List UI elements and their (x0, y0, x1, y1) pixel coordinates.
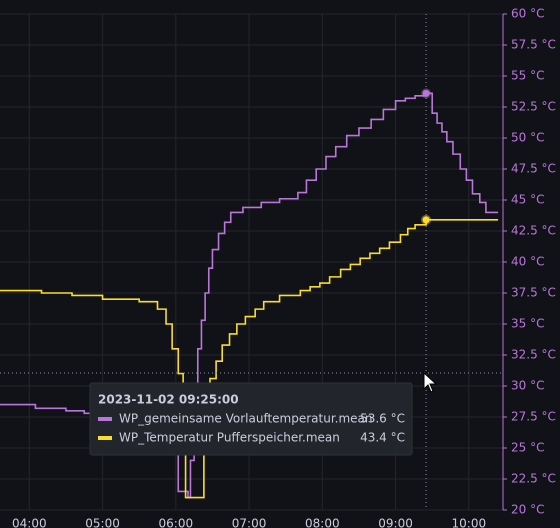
tooltip-title: 2023-11-02 09:25:00 (98, 393, 239, 407)
y-tick-label: 60 °C (511, 7, 544, 21)
y-tick-label: 47.5 °C (511, 162, 556, 176)
series-line (0, 92, 499, 499)
y-tick-label: 25 °C (511, 441, 544, 455)
y-tick-label: 42.5 °C (511, 224, 556, 238)
y-tick-label: 22.5 °C (511, 472, 556, 486)
x-tick-label: 09:00 (378, 517, 413, 528)
legend-name: WP_gemeinsame Vorlauftemperatur.mean (119, 412, 373, 426)
y-tick-label: 30 °C (511, 379, 544, 393)
series-line (0, 219, 499, 499)
x-tick-label: 04:00 (12, 517, 47, 528)
x-tick-label: 10:00 (452, 517, 487, 528)
tooltip: 2023-11-02 09:25:00 WP_gemeinsame Vorlau… (89, 382, 413, 456)
tooltip-box (89, 382, 413, 456)
y-tick-label: 27.5 °C (511, 410, 556, 424)
hover-point (421, 88, 432, 99)
legend-name: WP_Temperatur Pufferspeicher.mean (119, 431, 340, 445)
y-tick-label: 55 °C (511, 69, 544, 83)
y-tick-label: 32.5 °C (511, 348, 556, 362)
legend-swatch (98, 436, 112, 440)
x-tick-label: 06:00 (159, 517, 194, 528)
cursor (423, 371, 438, 393)
y-tick-label: 20 °C (511, 503, 544, 517)
y-tick-label: 57.5 °C (511, 38, 556, 52)
y-tick-label: 37.5 °C (511, 286, 556, 300)
tooltip-value: 53.6 °C (360, 412, 405, 426)
x-tick-label: 05:00 (85, 517, 120, 528)
y-tick-label: 50 °C (511, 131, 544, 145)
tooltip-value: 43.4 °C (360, 431, 405, 445)
y-tick-label: 35 °C (511, 317, 544, 331)
y-tick-label: 40 °C (511, 255, 544, 269)
x-tick-label: 08:00 (305, 517, 340, 528)
x-tick-label: 07:00 (232, 517, 267, 528)
y-tick-label: 52.5 °C (511, 100, 556, 114)
y-tick-label: 45 °C (511, 193, 544, 207)
legend-swatch (98, 417, 112, 421)
hover-point (421, 214, 432, 225)
